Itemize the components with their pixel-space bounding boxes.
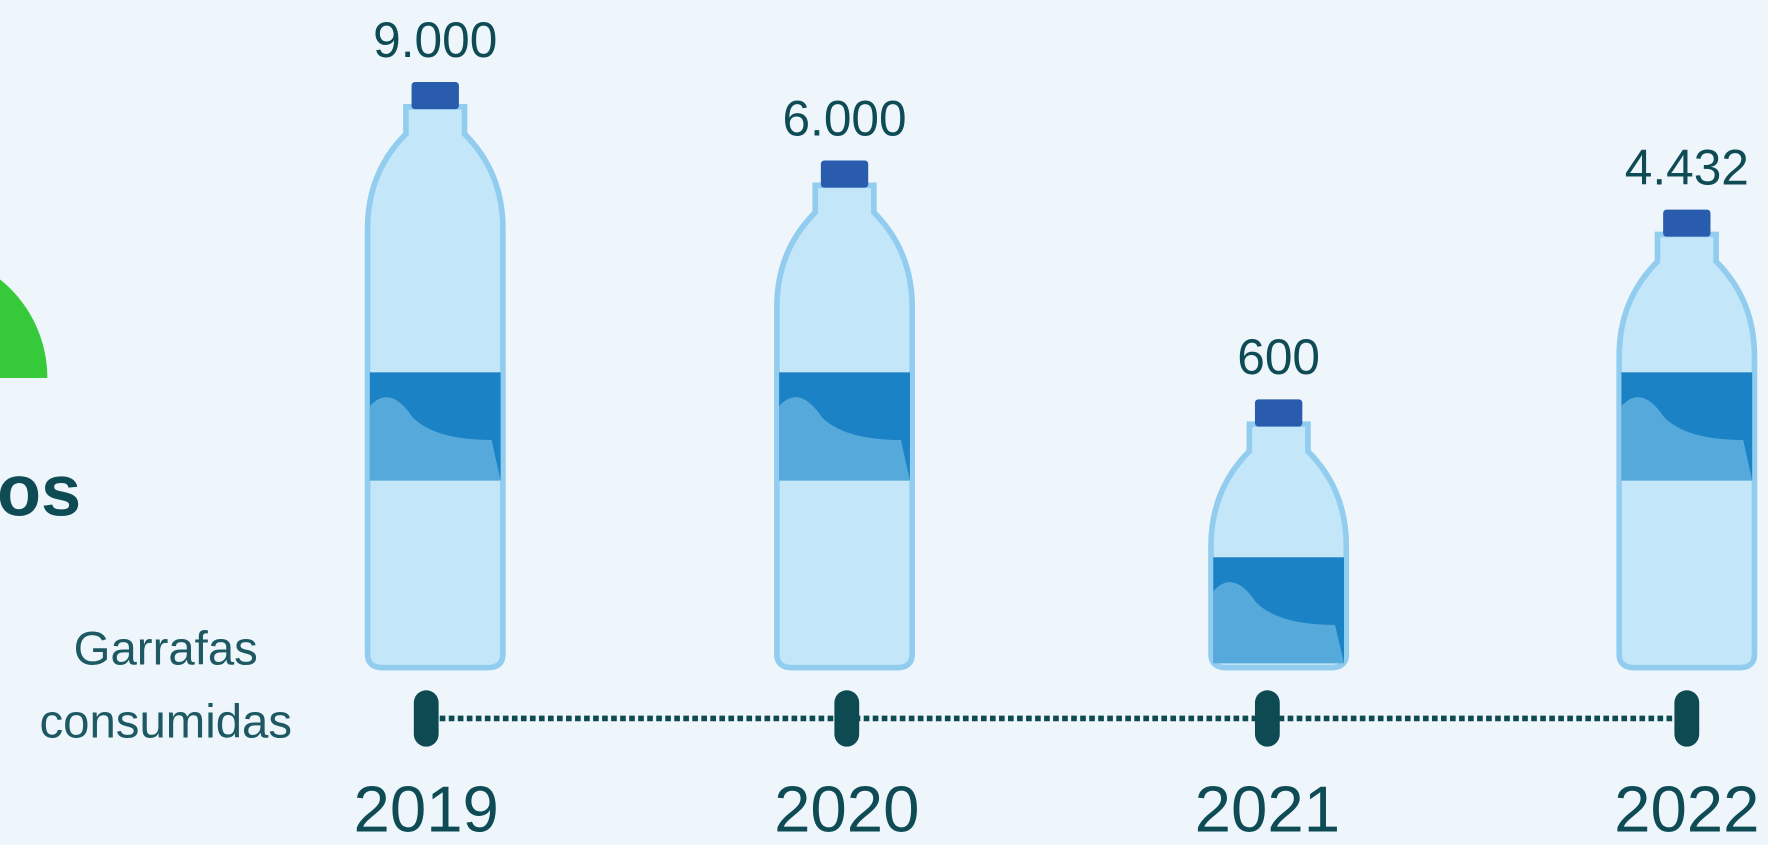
bottle <box>1208 399 1350 671</box>
bottle-cap <box>1663 209 1711 237</box>
timeline-marker <box>1254 690 1280 747</box>
bottle-cap <box>411 82 459 110</box>
bottle-wave <box>369 397 501 481</box>
bottle <box>774 160 916 671</box>
bottle <box>364 82 506 671</box>
side-text: os <box>0 451 81 531</box>
row-label: Garrafas <box>74 622 258 675</box>
timeline-marker <box>834 690 860 747</box>
timeline-marker <box>413 690 439 747</box>
value-label: 6.000 <box>782 90 906 146</box>
decor-shape <box>0 279 48 378</box>
timeline-marker <box>1674 690 1700 747</box>
bottle-wave <box>1213 582 1345 664</box>
value-label: 4.432 <box>1625 139 1749 195</box>
bottle-wave <box>779 397 910 481</box>
value-label: 600 <box>1237 329 1320 385</box>
bottle-cap <box>1254 399 1303 427</box>
value-label: 9.000 <box>373 12 497 68</box>
bottle-wave <box>1621 397 1753 481</box>
row-label: consumidas <box>39 696 292 749</box>
x-tick-label: 2020 <box>774 773 919 845</box>
x-tick-label: 2021 <box>1195 773 1340 845</box>
bottle <box>1616 209 1758 671</box>
bottle-cap <box>820 160 869 188</box>
x-tick-label: 2019 <box>353 773 498 845</box>
x-tick-label: 2022 <box>1614 773 1759 845</box>
